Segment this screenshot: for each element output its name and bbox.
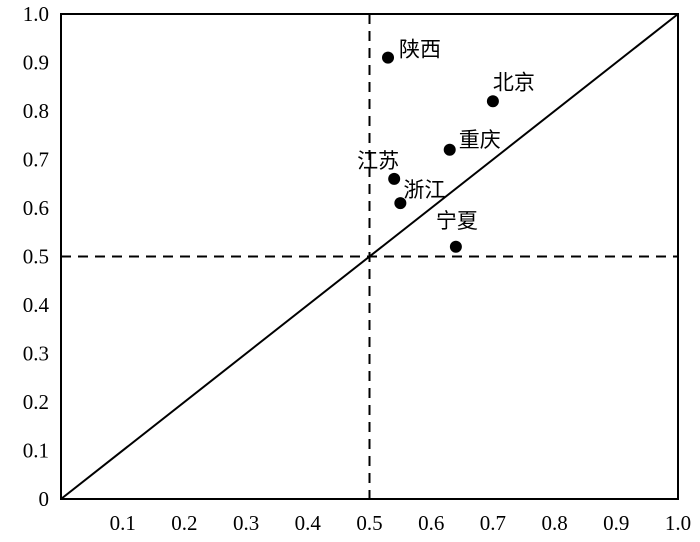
y-tick-label: 0 (39, 487, 50, 511)
y-tick-label: 0.9 (23, 51, 49, 75)
y-tick-label: 0.6 (23, 196, 49, 220)
y-tick-label: 0.5 (23, 245, 49, 269)
y-axis-tick-labels: 0 0.1 0.2 0.3 0.4 0.5 0.6 0.7 0.8 0.9 1.0 (23, 2, 50, 511)
point-label: 江苏 (357, 149, 399, 173)
x-tick-label: 0.4 (295, 511, 322, 535)
y-tick-label: 0.1 (23, 439, 49, 463)
x-tick-label: 1.0 (665, 511, 691, 535)
diagonal-reference-line (60, 13, 679, 500)
x-axis-tick-labels: 0.1 0.2 0.3 0.4 0.5 0.6 0.7 0.8 0.9 1.0 (110, 511, 692, 535)
data-point (449, 240, 462, 253)
point-label: 重庆 (459, 128, 501, 152)
x-tick-label: 0.8 (541, 511, 567, 535)
point-label: 宁夏 (436, 209, 478, 233)
x-tick-label: 0.3 (233, 511, 259, 535)
data-point (443, 143, 456, 156)
y-tick-label: 0.2 (23, 390, 49, 414)
data-point (394, 197, 407, 210)
point-label: 北京 (493, 70, 535, 94)
x-tick-label: 0.5 (356, 511, 382, 535)
x-tick-label: 0.6 (418, 511, 444, 535)
y-tick-label: 1.0 (23, 2, 49, 26)
y-tick-label: 0.7 (23, 148, 49, 172)
x-tick-label: 0.7 (480, 511, 506, 535)
data-point (486, 95, 499, 108)
data-point (388, 172, 401, 185)
y-tick-label: 0.8 (23, 99, 49, 123)
x-tick-label: 0.2 (171, 511, 197, 535)
y-tick-label: 0.3 (23, 342, 49, 366)
point-label: 陕西 (399, 38, 441, 62)
point-label: 浙江 (403, 178, 445, 202)
x-tick-label: 0.9 (603, 511, 629, 535)
y-tick-label: 0.4 (23, 293, 50, 317)
data-point (382, 51, 395, 64)
x-tick-label: 0.1 (110, 511, 136, 535)
